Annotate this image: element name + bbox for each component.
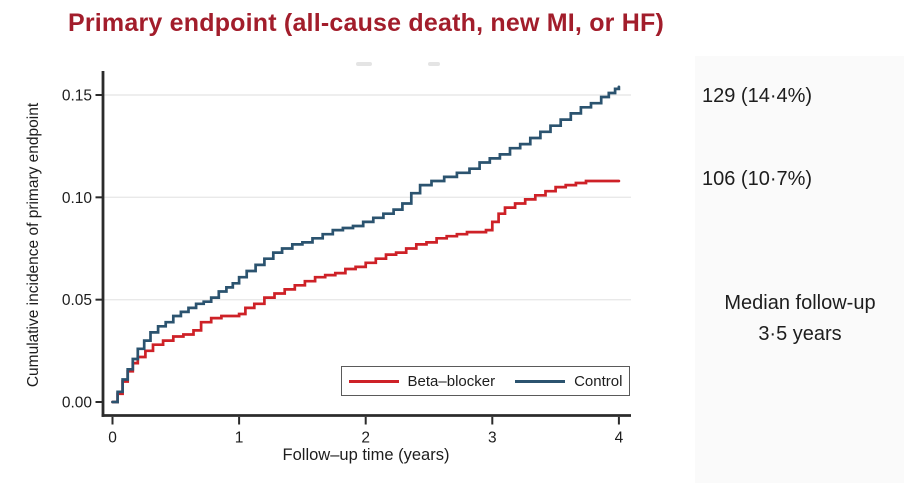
beta-blocker-curve: [111, 179, 621, 404]
right-annotation-panel: [695, 56, 904, 483]
x-tick-label: 1: [235, 430, 244, 447]
x-tick-label: 3: [488, 430, 497, 447]
beta-blocker-line-swatch: [348, 379, 399, 383]
median-followup-line2: 3·5 years: [758, 323, 842, 345]
y-axis-label: Cumulative incidence of primary endpoint: [25, 102, 42, 387]
legend-box: Beta–blocker Control: [341, 366, 630, 396]
legend-label-beta-blocker: Beta–blocker: [407, 372, 496, 390]
cropped-text-artifact: [356, 62, 372, 66]
control-line-swatch: [515, 379, 566, 383]
x-tick-label: 2: [361, 430, 370, 447]
median-followup-line1: Median follow-up: [724, 292, 876, 314]
x-axis-label: Follow–up time (years): [283, 446, 450, 464]
chart-title: Primary endpoint (all-cause death, new M…: [67, 9, 664, 37]
legend-label-control: Control: [574, 372, 623, 390]
y-tick-label: 0.00: [62, 395, 93, 412]
cropped-text-artifact: [428, 62, 440, 66]
y-tick-label: 0.15: [62, 87, 92, 104]
median-followup-note: Median follow-up 3·5 years: [696, 288, 904, 350]
y-tick-label: 0.10: [62, 190, 93, 207]
y-tick-label: 0.05: [62, 292, 92, 309]
control-curve: [111, 85, 621, 404]
beta-blocker-event-count: 106 (10·7%): [702, 168, 813, 190]
x-tick-label: 0: [108, 430, 117, 447]
x-tick-label: 4: [615, 430, 624, 447]
control-event-count: 129 (14·4%): [702, 85, 813, 107]
